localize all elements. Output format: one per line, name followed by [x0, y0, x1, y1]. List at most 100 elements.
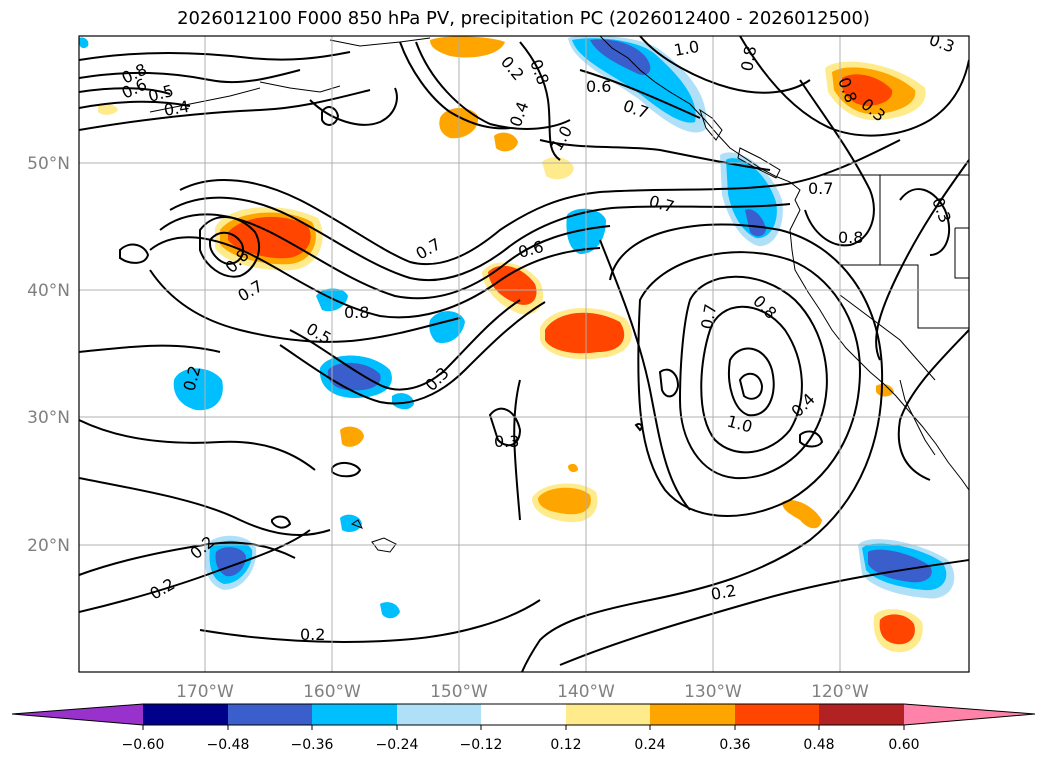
lon-label: 150°W — [430, 682, 488, 702]
pv-contour — [321, 106, 340, 126]
precip-blob — [868, 549, 932, 583]
contour-label: 0.6 — [586, 77, 611, 96]
pv-contour — [79, 344, 221, 353]
contour-label: 0.8 — [749, 291, 780, 322]
pv-contour — [599, 239, 691, 511]
state-border — [954, 227, 969, 279]
colorbar: −0.60 −0.48 −0.36 −0.24 −0.12 0.12 0.24 … — [11, 703, 1036, 753]
precip-blob — [876, 384, 894, 397]
colorbar-tick-label: −0.24 — [376, 737, 419, 753]
pv-contour — [209, 231, 244, 266]
pv-contours — [79, 36, 969, 672]
contour-label: 0.7 — [697, 302, 720, 330]
pv-contour — [658, 368, 680, 398]
pv-contour — [415, 41, 571, 130]
pv-contour — [799, 430, 824, 448]
pv-contour — [79, 419, 316, 471]
pv-contour — [79, 51, 351, 61]
colorbar-swatch — [566, 704, 650, 725]
pv-contour — [559, 559, 969, 666]
coastline — [699, 108, 723, 141]
contour-label: 0.8 — [838, 228, 863, 247]
precip-blob — [173, 368, 223, 411]
colorbar-swatch — [819, 704, 904, 725]
pv-contour — [331, 462, 362, 478]
colorbar-swatch — [650, 704, 735, 725]
precip-blob — [494, 132, 518, 152]
precip-blob — [79, 37, 89, 49]
precip-positive-shading — [98, 36, 926, 653]
pv-contour — [199, 599, 541, 643]
pv-contour — [639, 36, 811, 94]
lon-label: 170°W — [176, 682, 234, 702]
lat-label: 40°N — [27, 281, 70, 301]
coastline — [371, 537, 397, 553]
plot-title: 2026012100 F000 850 hPa PV, precipitatio… — [177, 8, 870, 29]
precip-blob — [430, 36, 505, 58]
contour-label: 0.4 — [162, 97, 190, 120]
contour-label: 0.2 — [147, 574, 179, 603]
state-border — [839, 294, 936, 381]
state-border — [880, 264, 969, 329]
pv-contour — [519, 41, 561, 161]
contour-label: 0.2 — [709, 581, 737, 604]
pv-contour — [897, 329, 969, 481]
pv-contour — [279, 301, 546, 405]
latitude-labels: 50°N 40°N 30°N 20°N — [27, 154, 70, 556]
contour-label: 0.2 — [497, 52, 528, 84]
pv-contour — [169, 196, 791, 282]
precip-blob — [545, 312, 625, 354]
pv-contour — [539, 139, 771, 171]
pv-contour — [119, 243, 150, 264]
precip-blob — [488, 265, 537, 305]
lon-label: 120°W — [811, 682, 869, 702]
contour-label: 0.8 — [526, 57, 553, 87]
precip-blob — [745, 209, 766, 237]
pv-contour — [149, 269, 461, 343]
coastline — [737, 147, 781, 179]
precip-blob — [392, 393, 414, 410]
pv-contour — [728, 347, 775, 417]
colorbar-tick-label: −0.48 — [207, 737, 250, 753]
precip-blob — [542, 157, 574, 180]
colorbar-swatch — [228, 704, 312, 725]
pv-contour — [199, 216, 260, 278]
contour-label: 0.7 — [413, 234, 445, 263]
lat-label: 20°N — [27, 536, 70, 556]
pv-contour — [634, 422, 643, 432]
lat-label: 50°N — [27, 154, 70, 174]
contour-label: 1.0 — [672, 37, 700, 60]
precip-blob — [327, 362, 381, 391]
precip-blob — [340, 426, 364, 447]
pv-contour — [637, 251, 862, 517]
pv-contour — [79, 541, 296, 576]
colorbar-ticks — [142, 725, 905, 730]
contour-label: 0.7 — [808, 179, 833, 198]
pv-contour — [179, 139, 901, 266]
contour-label: 0.3 — [494, 432, 519, 451]
contour-label: 0.8 — [737, 44, 760, 72]
pv-contour — [309, 87, 398, 126]
precip-blob — [429, 311, 465, 344]
precip-blob — [842, 74, 893, 106]
coastlines — [149, 36, 969, 553]
contour-label: 0.3 — [927, 30, 957, 57]
contour-label: 0.4 — [506, 99, 533, 129]
pv-contour — [579, 69, 701, 119]
pv-contour — [875, 159, 969, 361]
colorbar-swatch — [312, 704, 397, 725]
coastline — [350, 519, 364, 529]
precip-blob — [590, 39, 651, 75]
contour-label: 0.3 — [928, 195, 955, 225]
colorbar-swatch — [143, 704, 228, 725]
pv-contour — [739, 36, 969, 137]
pv-contour — [678, 275, 828, 480]
coastline — [329, 37, 431, 47]
colorbar-tick-label: −0.60 — [122, 737, 165, 753]
pv-contour — [700, 305, 803, 454]
pv-contour — [79, 87, 171, 95]
lon-label: 160°W — [303, 682, 361, 702]
contour-label: 0.4 — [787, 389, 818, 420]
pv-contour — [399, 41, 511, 130]
pv-contour — [149, 236, 601, 319]
